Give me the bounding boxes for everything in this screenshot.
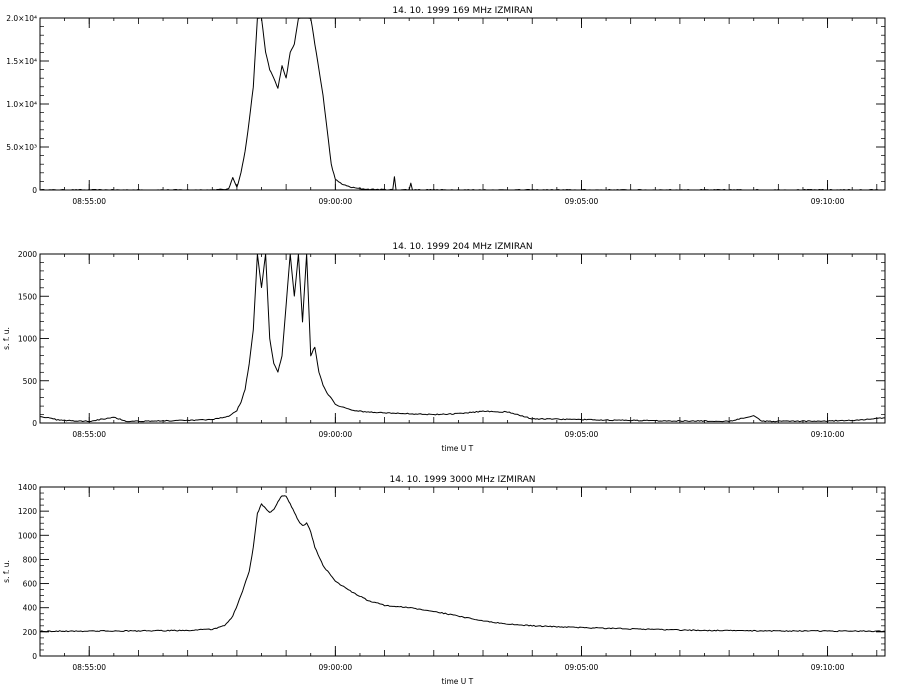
y-tick-label: 0	[32, 652, 37, 661]
series-line	[39, 17, 885, 191]
y-tick-label: 1.5×10⁴	[6, 57, 37, 66]
x-axis-label: time U T	[441, 444, 473, 453]
x-tick-label: 08:55:00	[72, 430, 106, 439]
x-tick-label: 09:10:00	[811, 430, 845, 439]
x-tick-label: 09:05:00	[565, 197, 599, 206]
y-axis-label: s. f. u.	[2, 560, 11, 583]
y-tick-label: 200	[23, 628, 38, 637]
y-tick-label: 2.0×10⁴	[6, 14, 37, 23]
x-tick-label: 09:00:00	[318, 663, 352, 672]
x-tick-label: 09:05:00	[565, 663, 599, 672]
y-tick-label: 800	[23, 555, 38, 564]
y-tick-label: 500	[23, 377, 38, 386]
y-tick-label: 1.0×10⁴	[6, 100, 37, 109]
y-axis-label: s. f. u.	[2, 327, 11, 350]
x-tick-label: 08:55:00	[72, 197, 106, 206]
y-tick-label: 0	[32, 186, 37, 195]
y-tick-label: 1000	[18, 335, 37, 344]
x-tick-label: 09:00:00	[318, 197, 352, 206]
y-tick-label: 400	[23, 604, 38, 613]
y-tick-label: 5.0×10³	[6, 143, 37, 152]
chart-title: 14. 10. 1999 169 MHz IZMIRAN	[392, 6, 532, 16]
x-tick-label: 09:10:00	[811, 663, 845, 672]
x-tick-label: 09:10:00	[811, 197, 845, 206]
series-line	[39, 253, 886, 423]
chart-title: 14. 10. 1999 204 MHz IZMIRAN	[392, 242, 532, 252]
y-tick-label: 2000	[18, 250, 37, 259]
y-tick-label: 1200	[18, 507, 37, 516]
x-tick-label: 08:55:00	[72, 663, 106, 672]
y-tick-label: 1400	[18, 483, 37, 492]
x-tick-label: 09:00:00	[318, 430, 352, 439]
y-tick-label: 1000	[18, 531, 37, 540]
y-tick-label: 600	[23, 580, 38, 589]
chart-title: 14. 10. 1999 3000 MHz IZMIRAN	[389, 475, 535, 485]
panel-169mhz: 14. 10. 1999 169 MHz IZMIRAN 08:55:00 09:0…	[6, 6, 886, 206]
x-axis-label: time U T	[441, 677, 473, 686]
x-tick-label: 09:05:00	[565, 430, 599, 439]
y-tick-label: 0	[32, 419, 37, 428]
panel-3000mhz: 14. 10. 1999 3000 MHz IZMIRAN 08:55:00 09:…	[2, 475, 886, 686]
plot-frame	[39, 253, 886, 424]
series-line	[39, 495, 886, 633]
plot-frame	[39, 17, 886, 191]
panel-204mhz: 14. 10. 1999 204 MHz IZMIRAN 08:55:00 09:0…	[2, 242, 886, 453]
y-tick-label: 1500	[18, 292, 37, 301]
